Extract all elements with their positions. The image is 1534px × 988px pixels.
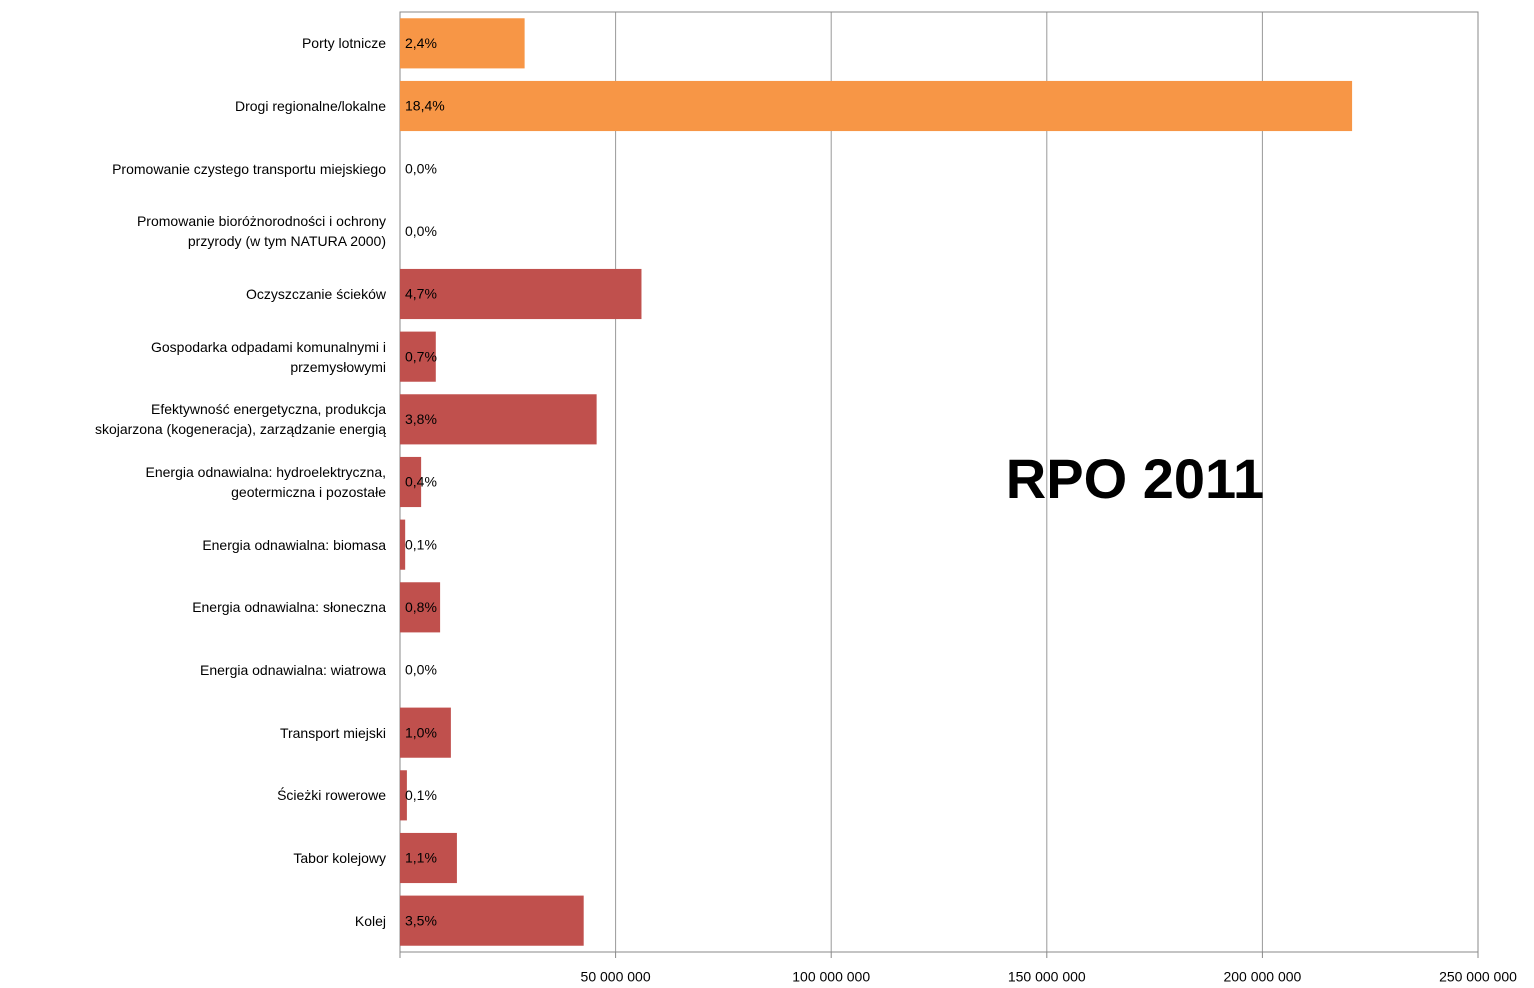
- value-label: 0,4%: [405, 474, 437, 490]
- value-label: 2,4%: [405, 35, 437, 51]
- bar: [400, 394, 597, 445]
- bar: [400, 519, 406, 570]
- bar: [400, 582, 441, 633]
- y-tick-label: Transport miejski: [279, 724, 386, 741]
- value-label: 0,8%: [405, 599, 437, 615]
- value-label: 0,0%: [405, 223, 437, 239]
- y-tick-label: Energia odnawialna: słoneczna: [192, 599, 386, 616]
- plot-border: [399, 11, 1479, 953]
- value-label: 0,0%: [405, 662, 437, 678]
- y-tick-label: Porty lotnicze: [301, 35, 386, 52]
- y-tick-label: Energia odnawialna: wiatrowa: [200, 662, 386, 678]
- y-tick-label: Energia odnawialna: hydroelektryczna, ge…: [145, 464, 386, 500]
- y-tick-label: Tabor kolejowy: [293, 850, 386, 866]
- value-label: 0,7%: [405, 348, 437, 364]
- bar: [400, 268, 642, 320]
- y-tick-label: Ścieżki rowerowe: [277, 787, 386, 804]
- value-label: 1,1%: [405, 850, 437, 866]
- y-tick-label: Promowanie bioróżnorodności i ochrony pr…: [136, 213, 386, 250]
- x-tick-label: 50 000 000: [581, 969, 651, 985]
- y-tick-label: Energia odnawialna: biomasa: [202, 536, 386, 553]
- y-tick-label: Drogi regionalne/lokalne: [235, 98, 386, 114]
- y-tick-label: Kolej: [354, 912, 386, 929]
- x-tick-label: 100 000 000: [792, 969, 870, 985]
- bar: [400, 707, 451, 758]
- bar: [400, 895, 584, 946]
- value-label: 1,0%: [405, 724, 437, 740]
- bar: [400, 80, 1353, 132]
- bar: [400, 331, 436, 382]
- bar: [400, 18, 525, 69]
- value-label: 0,0%: [405, 160, 437, 176]
- value-label: 3,8%: [405, 411, 437, 427]
- x-tick-label: 200 000 000: [1223, 969, 1301, 985]
- y-tick-label: Promowanie czystego transportu miejskieg…: [112, 160, 386, 177]
- y-tick-label: Gospodarka odpadami komunalnymi i przemy…: [150, 338, 386, 375]
- y-tick-label: Oczyszczanie ścieków: [245, 286, 386, 302]
- bar: [400, 456, 422, 508]
- x-tick-label: 150 000 000: [1008, 969, 1086, 985]
- annotation: RPO 2011: [1006, 447, 1264, 510]
- bar: [400, 832, 457, 884]
- value-label: 0,1%: [405, 536, 437, 552]
- value-label: 4,7%: [405, 286, 437, 302]
- value-label: 3,5%: [405, 912, 437, 928]
- value-label: 18,4%: [405, 98, 445, 114]
- bar: [400, 770, 407, 821]
- y-tick-label: Efektywność energetyczna, produkcja skoj…: [94, 401, 386, 438]
- value-label: 0,1%: [405, 787, 437, 803]
- x-tick-label: 250 000 000: [1439, 969, 1517, 985]
